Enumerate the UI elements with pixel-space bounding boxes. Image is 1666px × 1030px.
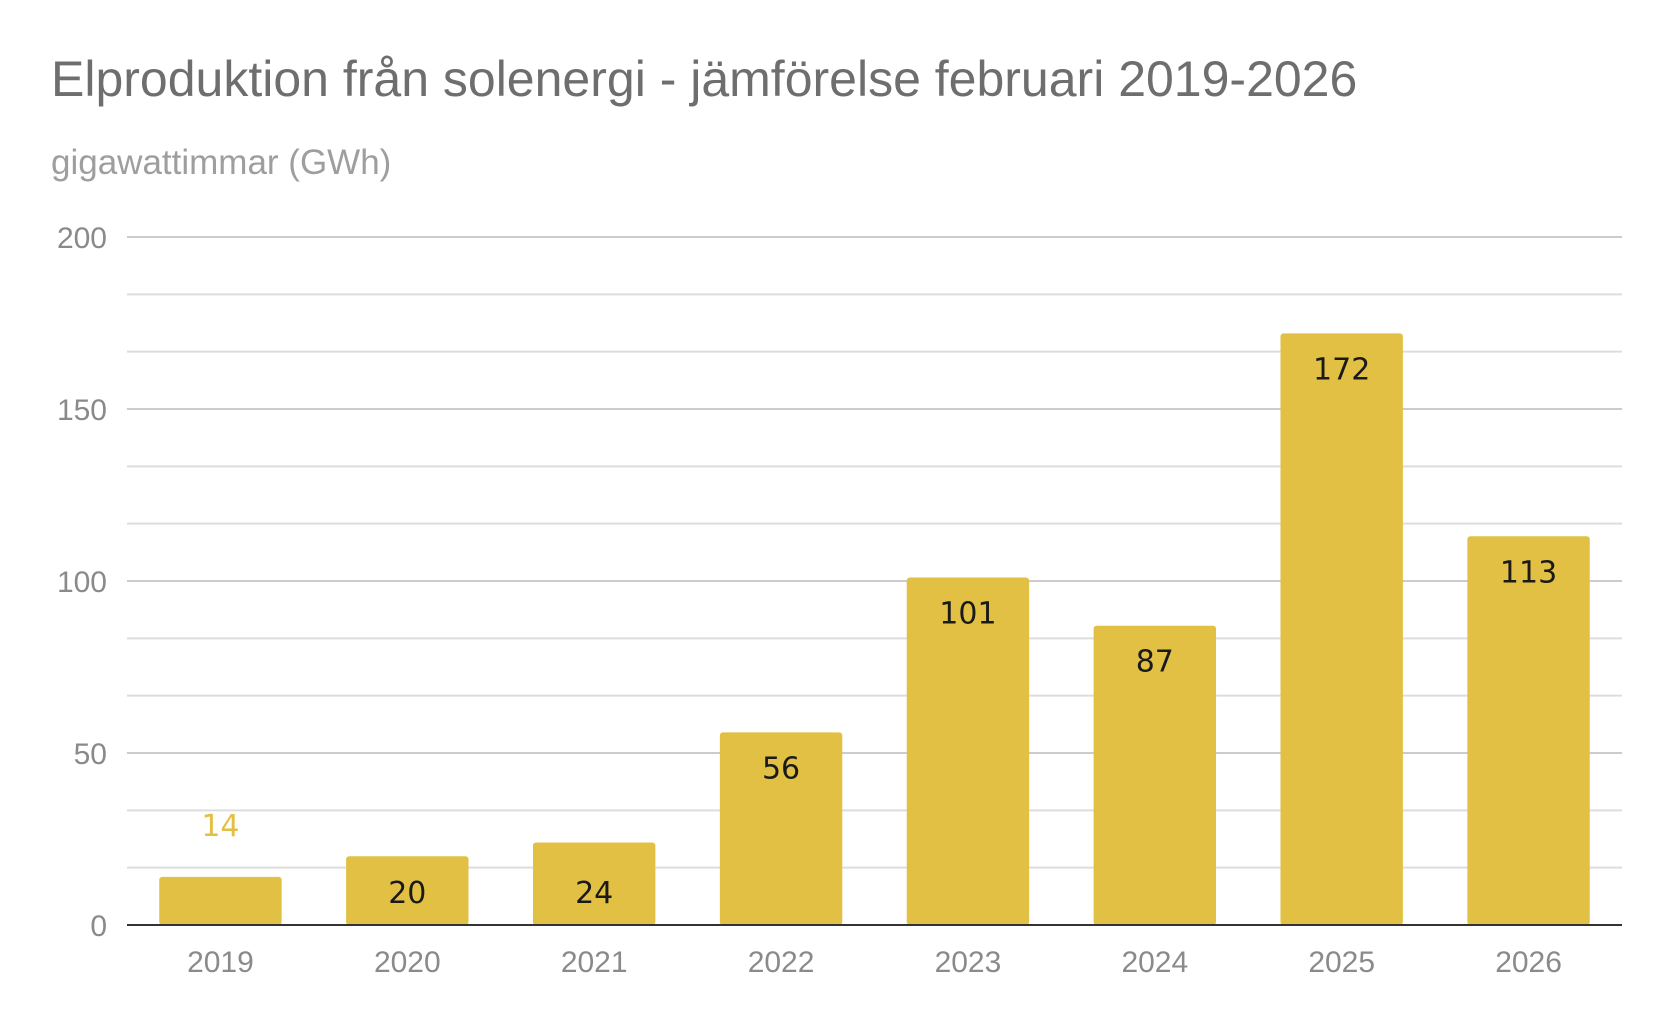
y-tick-label: 50 — [74, 738, 107, 771]
y-tick-label: 0 — [90, 910, 107, 943]
bar-2023 — [906, 577, 1030, 925]
data-label-2021: 24 — [575, 876, 613, 911]
bar-2026 — [1467, 536, 1590, 925]
data-label-2025: 172 — [1313, 352, 1370, 387]
data-label-2026: 113 — [1500, 555, 1557, 590]
y-tick-label: 200 — [57, 222, 107, 255]
y-axis-ticks: 0 50 100 150 200 — [57, 222, 107, 943]
bar-2021 — [532, 842, 656, 925]
bar-2019 — [159, 876, 282, 925]
x-tick-label: 2023 — [935, 946, 1002, 979]
bar-2022 — [719, 732, 843, 925]
x-axis-ticks: 2019 2020 2021 2022 2023 2024 2025 2026 — [187, 946, 1562, 979]
x-tick-label: 2025 — [1308, 946, 1375, 979]
data-labels: 14 20 24 56 101 87 172 113 — [201, 352, 1557, 911]
x-tick-label: 2021 — [561, 946, 628, 979]
data-label-2022: 56 — [762, 751, 800, 786]
bars — [159, 333, 1590, 925]
y-tick-label: 100 — [57, 566, 107, 599]
x-tick-label: 2024 — [1121, 946, 1188, 979]
data-label-2020: 20 — [388, 876, 426, 911]
x-tick-label: 2020 — [374, 946, 441, 979]
bar-2020 — [346, 856, 469, 925]
chart-title: Elproduktion från solenergi - jämförelse… — [51, 51, 1358, 107]
data-label-2024: 87 — [1136, 645, 1174, 680]
chart-subtitle: gigawattimmar (GWh) — [51, 143, 392, 182]
data-label-2019: 14 — [201, 809, 239, 844]
x-tick-label: 2026 — [1495, 946, 1562, 979]
bar-2025 — [1280, 333, 1403, 925]
data-label-2023: 101 — [939, 597, 996, 632]
x-tick-label: 2019 — [187, 946, 254, 979]
bar-2024 — [1093, 625, 1217, 925]
x-tick-label: 2022 — [748, 946, 815, 979]
y-tick-label: 150 — [57, 394, 107, 427]
